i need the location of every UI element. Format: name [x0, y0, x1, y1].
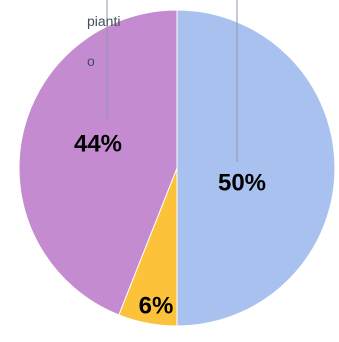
- pie-slice-50-percent: [176, 9, 336, 327]
- slice-labels: 50% 6% 44%: [74, 130, 266, 319]
- slice-label-6-percent: 6%: [139, 292, 174, 319]
- slice-label-50-percent: 50%: [218, 169, 266, 196]
- leader-lines: [106, 0, 238, 162]
- legend-text-o: o: [87, 53, 95, 69]
- pie-slice-44-percent: [18, 9, 178, 316]
- slice-label-44-percent: 44%: [74, 130, 122, 157]
- pie-slices: [18, 9, 336, 327]
- legend-text-pianti: pianti: [87, 13, 121, 29]
